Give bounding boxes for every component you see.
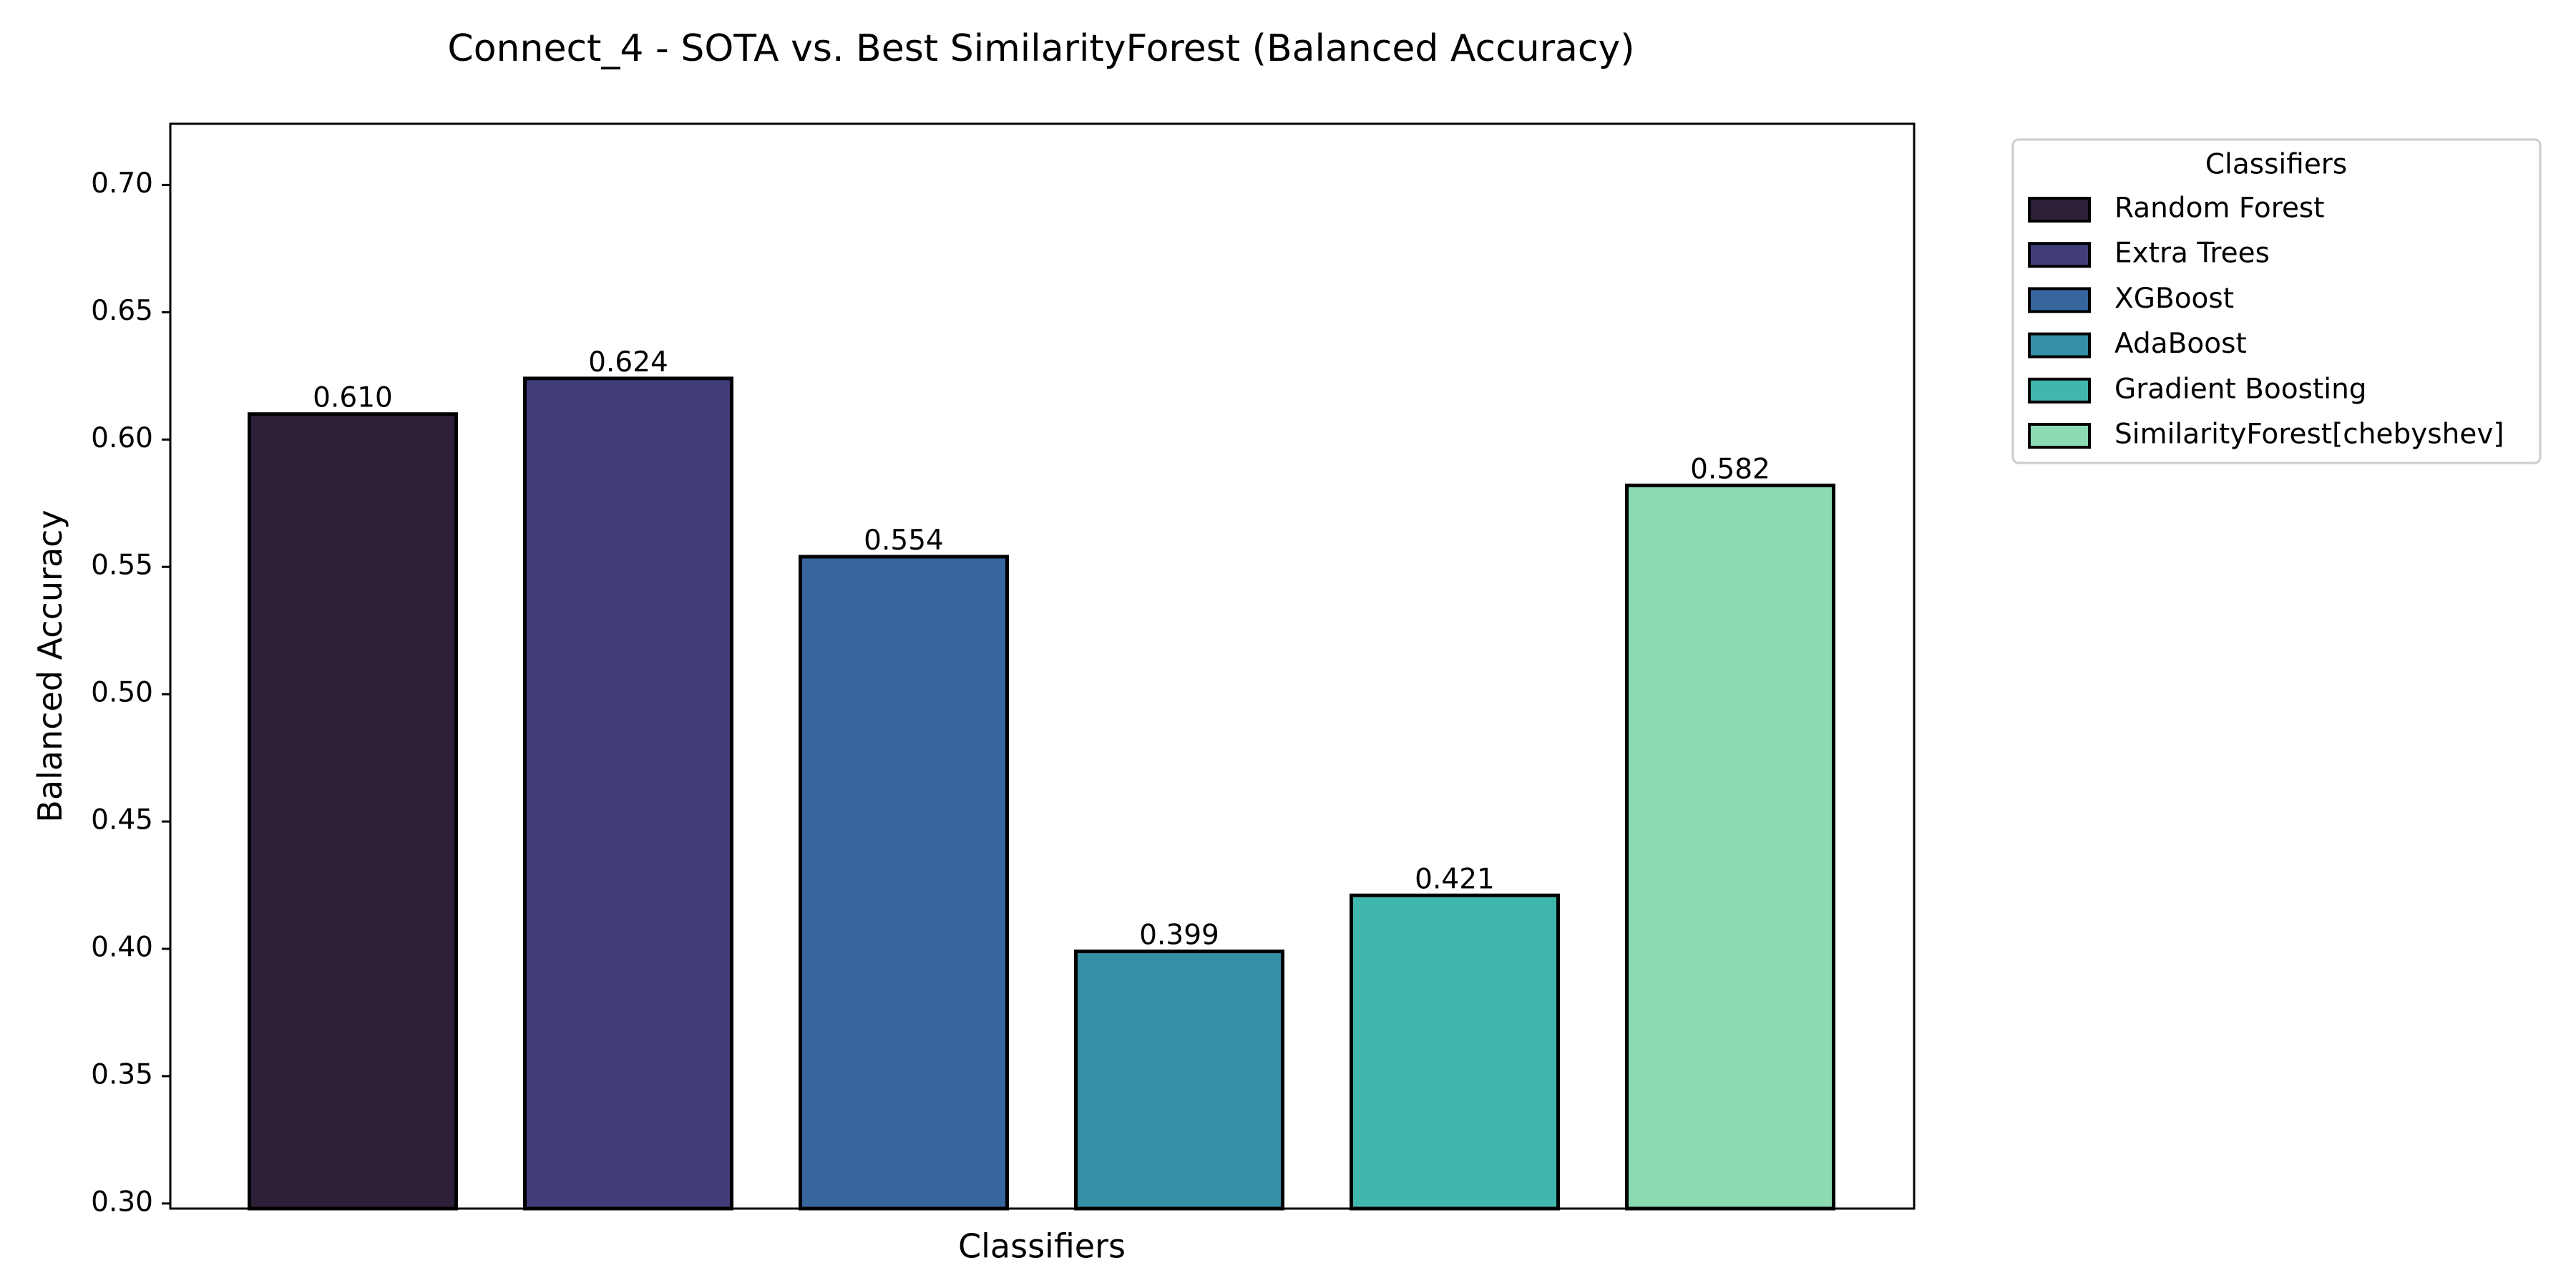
legend-swatch <box>2028 287 2091 313</box>
y-tick-label: 0.40 <box>91 932 153 964</box>
bar-5 <box>1350 893 1560 1211</box>
y-tick-label: 0.65 <box>91 295 153 327</box>
bar-2 <box>523 376 733 1211</box>
legend-items: Random Forest Extra Trees XGBoost AdaBoost G… <box>2028 192 2504 451</box>
legend-box <box>2011 138 2542 464</box>
y-tick-label: 0.50 <box>91 677 153 709</box>
y-tick-label: 0.60 <box>91 422 153 454</box>
bar-value-label: 0.421 <box>1415 863 1495 895</box>
y-axis-label: Balanced Accuracy <box>31 509 69 822</box>
legend-label: XGBoost <box>2114 283 2234 315</box>
bar-6 <box>1625 483 1835 1211</box>
legend-swatch <box>2028 242 2091 268</box>
y-tick-label: 0.30 <box>91 1186 153 1218</box>
legend-swatch <box>2028 423 2091 449</box>
data-labels: 0.610 0.624 0.554 0.399 0.421 0.582 <box>313 346 1770 952</box>
legend-swatch <box>2028 197 2091 223</box>
bars <box>248 376 1835 1211</box>
chart-title: Connect_4 - SOTA vs. Best SimilarityFore… <box>447 27 1634 70</box>
bar-value-label: 0.399 <box>1139 919 1219 952</box>
y-tick-label: 0.70 <box>91 167 153 200</box>
y-tick-label: 0.45 <box>91 804 153 836</box>
legend-label: Gradient Boosting <box>2114 373 2367 405</box>
bar-3 <box>799 555 1009 1211</box>
bar-1 <box>248 412 458 1211</box>
y-tick-label: 0.35 <box>91 1058 153 1091</box>
legend-label: Random Forest <box>2114 192 2325 225</box>
legend: Classifiers Random Forest Extra Trees XGBo… <box>2011 138 2542 464</box>
x-axis-label: Classifiers <box>958 1227 1126 1266</box>
legend-swatch <box>2028 377 2091 404</box>
legend-label: AdaBoost <box>2114 328 2247 360</box>
y-axis: 0.30 0.35 0.40 0.45 0.50 0.55 0.60 0.65 0.70 <box>91 167 170 1218</box>
plot-area-frame <box>169 122 1916 1210</box>
bar-value-label: 0.554 <box>864 525 944 557</box>
bar-value-label: 0.610 <box>313 382 393 414</box>
legend-title: Classifiers <box>2205 149 2347 181</box>
y-tick-label: 0.55 <box>91 550 153 582</box>
legend-label: Extra Trees <box>2114 238 2270 270</box>
bar-value-label: 0.624 <box>588 346 668 379</box>
bar-value-label: 0.582 <box>1690 453 1770 485</box>
legend-swatch <box>2028 332 2091 358</box>
legend-label: SimilarityForest[chebyshev] <box>2114 419 2504 451</box>
bar-4 <box>1074 950 1284 1211</box>
